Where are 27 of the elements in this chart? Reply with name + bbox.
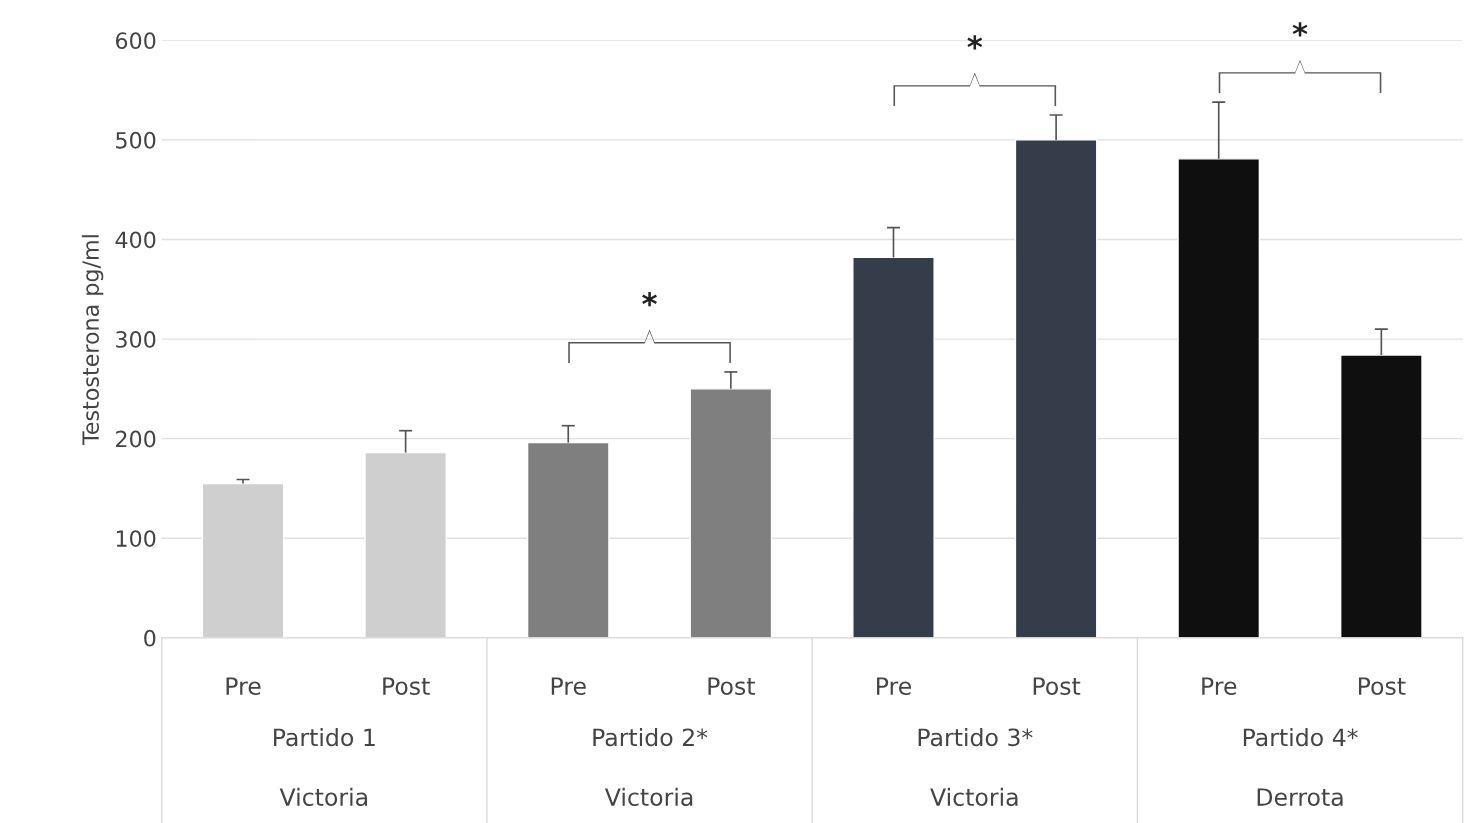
y-tick-label: 500 [116,131,156,149]
y-tick-label: 100 [116,530,156,547]
annotation: * [642,292,657,307]
y-tick-label: 400 [115,231,156,249]
text: Partido 2* [593,727,708,747]
x-tick-label: Pre [1202,677,1237,695]
y-tick-label: 200 [116,430,156,448]
text: * [1292,22,1308,37]
text: Partido 3* [918,727,1033,747]
text: Victoria [930,787,1018,806]
text: Partido 1 [274,727,375,747]
y-tick-label: 300 [116,331,156,348]
annotation: * [967,35,983,50]
text: Victoria [279,787,367,806]
x-tick-label: Pre [226,677,261,695]
text: Derrota [1257,788,1343,806]
text: Partido 4* [1243,727,1358,747]
x-tick-label: Pre [877,677,911,695]
y-tick-label: 600 [115,32,156,50]
y-tick-label: 0 [144,629,156,647]
x-tick-label: Post [383,677,430,695]
x-tick-label: Post [1358,677,1406,695]
x-tick-label: Post [1033,677,1081,695]
x-tick-label: Pre [551,677,586,695]
x-tick-label: Post [708,677,755,695]
y-axis-title: Testosterona pg/ml [81,235,104,446]
text: Victoria [604,787,693,806]
